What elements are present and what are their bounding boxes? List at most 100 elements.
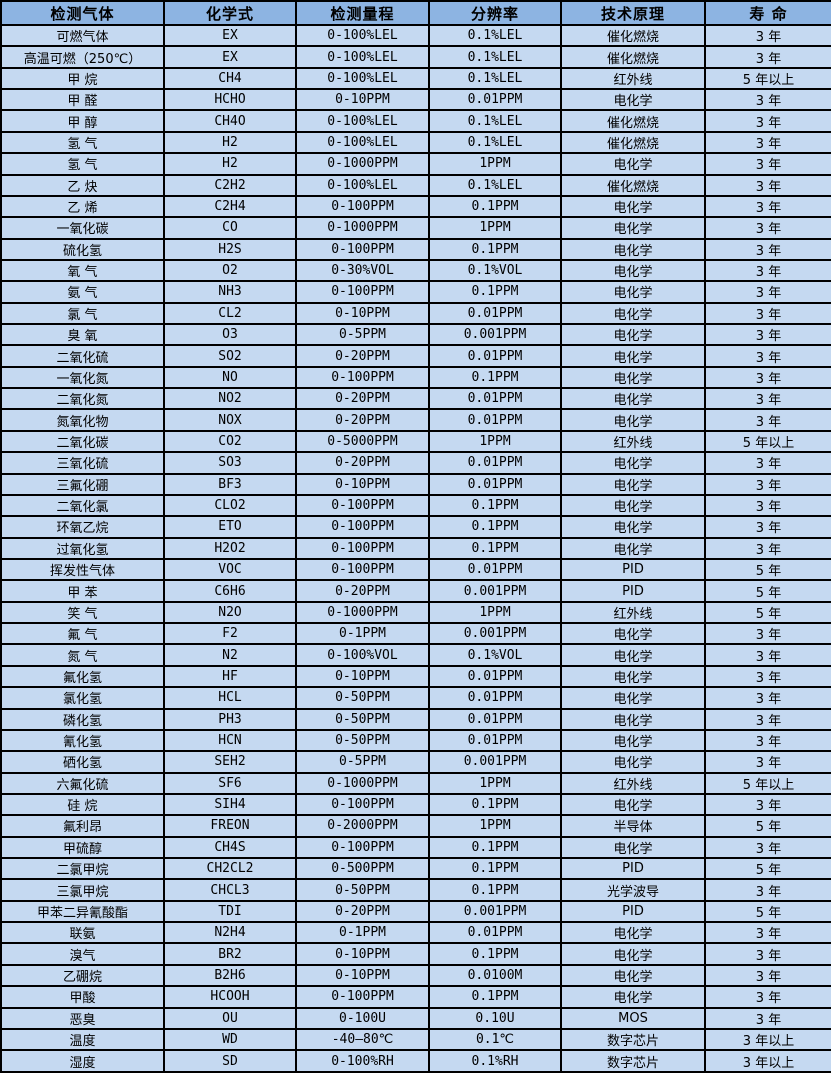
cell-gas: 甲硫醇	[0, 835, 165, 860]
table-row: 笑 气 N2O 0-1000PPM 1PPM 红外线 5 年	[0, 600, 831, 625]
cell-gas: 二氧化硫	[0, 344, 165, 368]
table-row: 挥发性气体 VOC 0-100PPM 0.01PPM PID 5 年	[0, 557, 831, 582]
table-row: 氮 气 N2 0-100%VOL 0.1%VOL 电化学 3 年	[0, 643, 831, 667]
cell-resolution: 0.0100M	[428, 963, 562, 988]
cell-gas: 氟利昂	[0, 814, 165, 838]
cell-formula: H2S	[163, 237, 297, 261]
cell-range: 0-1000PPM	[295, 771, 430, 795]
table-row: 二氯甲烷 CH2CL2 0-500PPM 0.1PPM PID 5 年	[0, 856, 831, 881]
cell-principle: 电化学	[560, 985, 706, 1009]
cell-principle: 电化学	[560, 686, 706, 710]
cell-formula: HF	[163, 664, 297, 689]
table-row: 氟利昂 FREON 0-2000PPM 1PPM 半导体 5 年	[0, 814, 831, 838]
cell-lifespan: 3 年	[704, 88, 831, 112]
cell-resolution: 0.1PPM	[428, 942, 562, 966]
table-row: 恶臭 OU 0-100U 0.10U MOS 3 年	[0, 1006, 831, 1030]
cell-gas: 可燃气体	[0, 23, 165, 48]
cell-lifespan: 3 年	[704, 280, 831, 304]
cell-lifespan: 5 年	[704, 814, 831, 838]
cell-gas: 挥发性气体	[0, 557, 165, 582]
cell-formula: BR2	[163, 942, 297, 966]
cell-resolution: 1PPM	[428, 600, 562, 625]
cell-range: 0-100%LEL	[295, 66, 430, 91]
cell-resolution: 0.1PPM	[428, 835, 562, 860]
cell-range: 0-50PPM	[295, 728, 430, 753]
cell-lifespan: 3 年	[704, 323, 831, 347]
cell-gas: 甲 醛	[0, 88, 165, 112]
cell-formula: ETO	[163, 515, 297, 539]
cell-formula: EX	[163, 45, 297, 69]
cell-lifespan: 3 年	[704, 942, 831, 966]
table-row: 一氧化氮 NO 0-100PPM 0.1PPM 电化学 3 年	[0, 365, 831, 390]
cell-lifespan: 3 年	[704, 707, 831, 731]
cell-range: 0-1000PPM	[295, 216, 430, 240]
cell-principle: 电化学	[560, 750, 706, 774]
table-row: 臭 氧 O3 0-5PPM 0.001PPM 电化学 3 年	[0, 323, 831, 347]
cell-range: -40—80℃	[295, 1027, 430, 1052]
cell-resolution: 0.10U	[428, 1006, 562, 1030]
table-row: 氟化氢 HF 0-10PPM 0.01PPM 电化学 3 年	[0, 664, 831, 689]
table-row: 二氧化碳 CO2 0-5000PPM 1PPM 红外线 5 年以上	[0, 429, 831, 454]
table-row: 高温可燃（250℃） EX 0-100%LEL 0.1%LEL 催化燃烧 3 年	[0, 45, 831, 69]
cell-gas: 二氧化氯	[0, 493, 165, 518]
cell-resolution: 0.1PPM	[428, 280, 562, 304]
cell-formula: HCHO	[163, 88, 297, 112]
cell-gas: 硒化氢	[0, 750, 165, 774]
cell-range: 0-1PPM	[295, 622, 430, 646]
table-row: 氧 气 O2 0-30%VOL 0.1%VOL 电化学 3 年	[0, 258, 831, 283]
table-row: 湿度 SD 0-100%RH 0.1%RH 数字芯片 3 年以上	[0, 1049, 831, 1073]
cell-resolution: 1PPM	[428, 216, 562, 240]
cell-lifespan: 5 年以上	[704, 771, 831, 795]
cell-principle: 电化学	[560, 152, 706, 176]
cell-lifespan: 3 年	[704, 472, 831, 496]
cell-formula: CLO2	[163, 493, 297, 518]
cell-resolution: 1PPM	[428, 814, 562, 838]
cell-resolution: 0.1%LEL	[428, 66, 562, 91]
cell-formula: H2	[163, 152, 297, 176]
cell-gas: 氢 气	[0, 152, 165, 176]
table-row: 联氨 N2H4 0-1PPM 0.01PPM 电化学 3 年	[0, 921, 831, 945]
cell-lifespan: 5 年	[704, 600, 831, 625]
cell-resolution: 1PPM	[428, 429, 562, 454]
cell-formula: HCOOH	[163, 985, 297, 1009]
cell-lifespan: 3 年	[704, 109, 831, 133]
cell-formula: HCN	[163, 728, 297, 753]
table-row: 甲酸 HCOOH 0-100PPM 0.1PPM 电化学 3 年	[0, 985, 831, 1009]
cell-lifespan: 3 年	[704, 23, 831, 48]
cell-gas: 硫化氢	[0, 237, 165, 261]
cell-principle: 电化学	[560, 237, 706, 261]
cell-principle: 电化学	[560, 88, 706, 112]
cell-formula: H2O2	[163, 536, 297, 561]
table-row: 甲 醇 CH4O 0-100%LEL 0.1%LEL 催化燃烧 3 年	[0, 109, 831, 133]
cell-resolution: 0.1%LEL	[428, 109, 562, 133]
table-row: 二氧化氯 CLO2 0-100PPM 0.1PPM 电化学 3 年	[0, 493, 831, 518]
table-row: 甲 醛 HCHO 0-10PPM 0.01PPM 电化学 3 年	[0, 88, 831, 112]
cell-lifespan: 3 年	[704, 130, 831, 155]
cell-principle: 电化学	[560, 216, 706, 240]
cell-formula: OU	[163, 1006, 297, 1030]
cell-lifespan: 3 年	[704, 515, 831, 539]
cell-principle: PID	[560, 557, 706, 582]
cell-resolution: 0.1%RH	[428, 1049, 562, 1073]
cell-lifespan: 3 年	[704, 216, 831, 240]
cell-formula: SEH2	[163, 750, 297, 774]
cell-principle: 电化学	[560, 472, 706, 496]
cell-lifespan: 3 年	[704, 365, 831, 390]
cell-gas: 氨 气	[0, 280, 165, 304]
cell-resolution: 0.1%LEL	[428, 173, 562, 197]
column-header-formula: 化学式	[163, 0, 297, 26]
table-row: 环氧乙烷 ETO 0-100PPM 0.1PPM 电化学 3 年	[0, 515, 831, 539]
cell-resolution: 0.01PPM	[428, 728, 562, 753]
cell-gas: 乙 炔	[0, 173, 165, 197]
cell-resolution: 0.01PPM	[428, 686, 562, 710]
cell-range: 0-100PPM	[295, 365, 430, 390]
cell-range: 0-10PPM	[295, 301, 430, 326]
cell-range: 0-500PPM	[295, 856, 430, 881]
table-row: 甲 烷 CH4 0-100%LEL 0.1%LEL 红外线 5 年以上	[0, 66, 831, 91]
cell-range: 0-100PPM	[295, 515, 430, 539]
cell-formula: SO2	[163, 344, 297, 368]
cell-lifespan: 5 年	[704, 856, 831, 881]
cell-resolution: 0.001PPM	[428, 899, 562, 924]
cell-gas: 恶臭	[0, 1006, 165, 1030]
cell-lifespan: 3 年	[704, 1006, 831, 1030]
